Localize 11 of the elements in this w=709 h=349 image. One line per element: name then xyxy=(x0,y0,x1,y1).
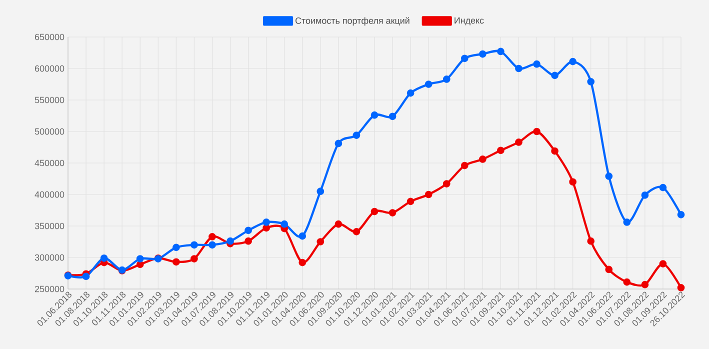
y-tick-label: 450000 xyxy=(34,160,64,166)
y-tick-label: 600000 xyxy=(35,65,64,72)
legend-label: Индекс xyxy=(454,17,484,26)
y-tick-label: 400000 xyxy=(34,191,64,198)
y-tick-label: 250000 xyxy=(35,286,64,292)
y-tick-label: 500000 xyxy=(34,128,64,135)
y-tick-label: 650000 xyxy=(35,34,64,40)
legend-label: Стоимость портфеля акций xyxy=(296,17,410,26)
y-tick-label: 550000 xyxy=(34,96,64,104)
y-tick-label: 300000 xyxy=(34,254,64,261)
y-tick-label: 350000 xyxy=(34,222,64,230)
